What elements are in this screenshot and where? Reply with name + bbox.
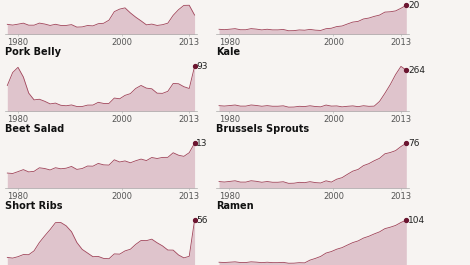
Text: 13: 13 <box>196 139 208 148</box>
Text: Short Ribs: Short Ribs <box>5 201 62 211</box>
Text: Brussels Sprouts: Brussels Sprouts <box>216 124 310 134</box>
Text: 56: 56 <box>196 216 208 224</box>
Text: Beet Salad: Beet Salad <box>5 124 64 134</box>
Text: 104: 104 <box>408 216 425 224</box>
Text: 20: 20 <box>408 1 419 10</box>
Text: Pork Belly: Pork Belly <box>5 47 61 57</box>
Text: 76: 76 <box>408 139 419 148</box>
Text: Kale: Kale <box>216 47 241 57</box>
Text: Ramen: Ramen <box>216 201 254 211</box>
Text: 93: 93 <box>196 62 208 71</box>
Text: 264: 264 <box>408 66 425 75</box>
